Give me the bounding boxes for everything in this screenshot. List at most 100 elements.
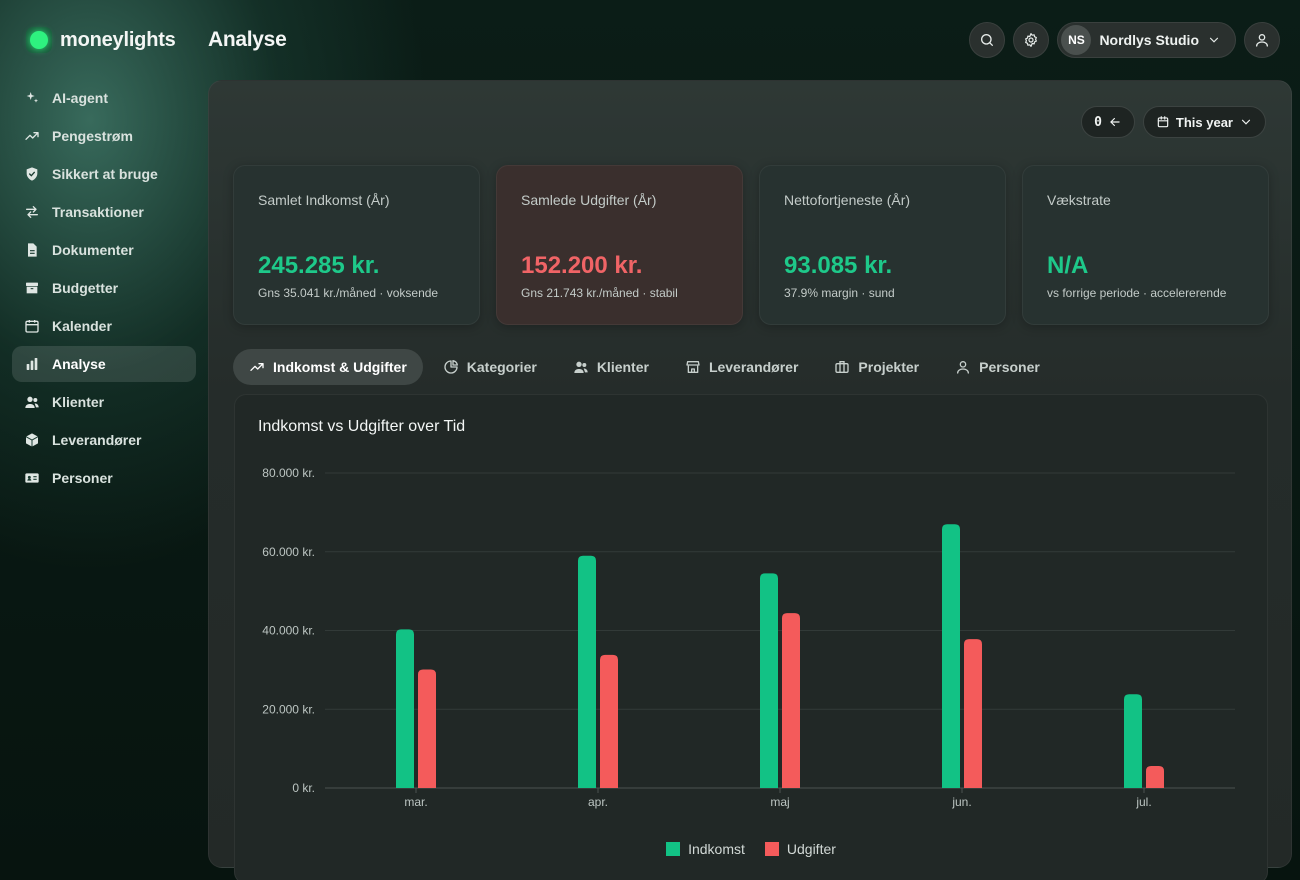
sidebar-item-label: Sikkert at bruge	[52, 166, 158, 182]
bar-chart-icon	[24, 356, 40, 372]
page-title: Analyse	[208, 28, 287, 51]
bar-income	[760, 573, 778, 788]
tab-label: Indkomst & Udgifter	[273, 359, 407, 375]
sidebar-item-sikkert-at-bruge[interactable]: Sikkert at bruge	[12, 156, 196, 192]
sidebar-item-personer[interactable]: Personer	[12, 460, 196, 496]
chart-legend: Indkomst Udgifter	[235, 841, 1267, 857]
bar-income	[578, 555, 596, 788]
sidebar-item-transaktioner[interactable]: Transaktioner	[12, 194, 196, 230]
tab-klienter[interactable]: Klienter	[557, 349, 665, 385]
sidebar-item-dokumenter[interactable]: Dokumenter	[12, 232, 196, 268]
pie-chart-icon	[444, 360, 458, 374]
organization-switcher[interactable]: NS Nordlys Studio	[1057, 22, 1236, 58]
tab-label: Klienter	[596, 359, 649, 375]
counter-value: 0	[1094, 114, 1102, 130]
x-tick-label: jul.	[1135, 795, 1151, 809]
tab-indkomst-udgifter[interactable]: Indkomst & Udgifter	[233, 349, 423, 385]
sidebar-item-label: Personer	[52, 470, 113, 486]
bar-expense	[782, 613, 800, 788]
sidebar-item-budgetter[interactable]: Budgetter	[12, 270, 196, 306]
id-card-icon	[24, 470, 40, 486]
users-icon	[574, 361, 588, 373]
user-icon	[1256, 34, 1268, 47]
briefcase-icon	[835, 361, 850, 373]
period-select[interactable]: This year	[1142, 106, 1266, 138]
arrows-swap-icon	[24, 204, 40, 220]
document-icon	[24, 242, 40, 258]
legend-label-income: Indkomst	[688, 841, 745, 857]
kpi-value: 152.200 kr.	[521, 252, 643, 279]
kpi-value: 93.085 kr.	[784, 252, 893, 279]
sidebar-item-ai-agent[interactable]: AI-agent	[12, 80, 196, 116]
bar-chart: 0 kr. 20.000 kr. 40.000 kr. 60.000 kr. 80.00…	[262, 466, 1235, 809]
gear-icon	[1025, 33, 1038, 47]
kpi-card: Samlede Udgifter (År) 152.200 kr. Gns 21…	[496, 165, 743, 325]
filter-row: 0 This year	[1081, 106, 1266, 138]
bar-income	[396, 629, 414, 788]
tab-label: Projekter	[858, 359, 920, 375]
kpi-card: Nettofortjeneste (År) 93.085 kr. 37.9% m…	[759, 165, 1006, 325]
kpi-card: Samlet Indkomst (År) 245.285 kr. Gns 35.…	[233, 165, 480, 325]
tab-label: Personer	[979, 359, 1040, 375]
tab-label: Kategorier	[466, 359, 537, 375]
y-tick-label: 60.000 kr.	[262, 545, 315, 559]
search-button[interactable]	[969, 22, 1006, 58]
main-panel: 0 This year Samlet Indkomst (År) 245.285…	[208, 80, 1292, 880]
x-tick-label: apr.	[588, 795, 608, 809]
topbar: NS Nordlys Studio	[969, 22, 1280, 58]
kpi-subtext: vs forrige periode · accelererende	[1047, 286, 1227, 300]
tab-personer[interactable]: Personer	[939, 349, 1056, 385]
x-tick-label: maj	[770, 795, 789, 809]
calendar-icon	[1157, 116, 1169, 128]
sidebar-item-kalender[interactable]: Kalender	[12, 308, 196, 344]
logo[interactable]: moneylights	[26, 27, 176, 53]
kpi-label: Samlet Indkomst (År)	[258, 192, 390, 208]
bar-expense	[1146, 765, 1164, 788]
counter-back-button[interactable]: 0	[1081, 106, 1135, 138]
sidebar-item-pengestroem[interactable]: Pengestrøm	[12, 118, 196, 154]
trend-up-icon	[24, 128, 40, 144]
users-icon	[24, 394, 40, 410]
sidebar-item-analyse[interactable]: Analyse	[12, 346, 196, 382]
legend-swatch-income	[666, 842, 681, 856]
cube-icon	[24, 432, 40, 448]
sidebar-item-label: Dokumenter	[52, 242, 134, 258]
org-name: Nordlys Studio	[1099, 32, 1199, 48]
kpi-subtext: Gns 21.743 kr./måned · stabil	[521, 286, 678, 300]
kpi-subtext: Gns 35.041 kr./måned · voksende	[258, 286, 439, 300]
legend-item-income[interactable]: Indkomst	[666, 841, 745, 857]
chevron-down-icon	[1209, 37, 1219, 43]
tab-kategorier[interactable]: Kategorier	[427, 349, 553, 385]
chart-card: Indkomst vs Udgifter over Tid 0 kr. 20.00…	[234, 394, 1268, 880]
sidebar-item-klienter[interactable]: Klienter	[12, 384, 196, 420]
org-avatar: NS	[1061, 25, 1092, 55]
sidebar-item-label: Kalender	[52, 318, 112, 334]
user-icon	[957, 361, 970, 374]
tab-leverandoerer[interactable]: Leverandører	[669, 349, 814, 385]
calendar-icon	[24, 318, 40, 334]
bar-income	[942, 524, 960, 788]
sidebar-item-label: Pengestrøm	[52, 128, 133, 144]
settings-button[interactable]	[1013, 22, 1050, 58]
bar-expense	[418, 669, 436, 788]
sidebar: moneylights AI-agent Pengestrøm Sikkert at…	[0, 0, 208, 880]
trend-up-icon	[250, 363, 264, 371]
kpi-label: Samlede Udgifter (År)	[521, 192, 657, 208]
kpi-subtext: 37.9% margin · sund	[784, 286, 895, 300]
sidebar-item-label: Klienter	[52, 394, 105, 410]
period-label: This year	[1175, 114, 1233, 130]
sidebar-nav: AI-agent Pengestrøm Sikkert at bruge Transa…	[12, 80, 196, 498]
bar-expense	[600, 654, 618, 788]
x-tick-label: mar.	[404, 795, 427, 809]
legend-item-expense[interactable]: Udgifter	[764, 841, 836, 857]
profile-button[interactable]	[1244, 22, 1280, 58]
sidebar-item-label: Analyse	[52, 356, 106, 372]
shield-check-icon	[24, 166, 40, 182]
sidebar-item-leverandoerer[interactable]: Leverandører	[12, 422, 196, 458]
tab-projekter[interactable]: Projekter	[818, 349, 935, 385]
sidebar-item-label: Budgetter	[52, 280, 119, 296]
sparkles-icon	[24, 90, 40, 106]
store-icon	[686, 361, 700, 373]
tab-label: Leverandører	[708, 359, 799, 375]
chevron-down-icon	[1241, 119, 1251, 125]
